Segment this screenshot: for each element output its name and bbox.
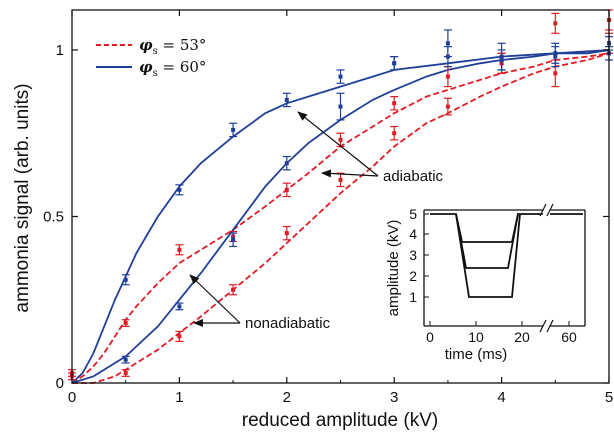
inset-y-axis-title: amplitude (kV): [385, 220, 402, 317]
data-point: [338, 74, 343, 79]
data-point: [445, 54, 450, 59]
adiabatic-label: adiabatic: [383, 168, 444, 185]
inset-xtick-label-10: 10: [468, 329, 484, 345]
inset-break-bottom-b: [546, 319, 554, 333]
legend-label-53: φs = 53°: [139, 36, 206, 57]
legend-sub-60: s: [153, 68, 158, 79]
data-point: [338, 177, 343, 182]
data-point: [445, 74, 450, 79]
inset-break-top-b: [546, 203, 554, 217]
data-point: [177, 247, 182, 252]
x-tick-label-2: 2: [283, 389, 291, 406]
legend-phi-60: φ: [139, 58, 153, 76]
inset-ytick-label-5: 5: [409, 206, 417, 222]
y-tick-label-0.5: 0.5: [43, 208, 64, 225]
x-axis-title: reduced amplitude (kV): [242, 410, 438, 431]
x-tick-label-4: 4: [497, 389, 505, 406]
x-tick-label-0: 0: [68, 389, 76, 406]
data-point: [445, 104, 450, 109]
series-line-3: [71, 49, 610, 384]
data-point: [338, 137, 343, 142]
data-point: [123, 357, 128, 362]
data-point: [338, 104, 343, 109]
annotation-adiabatic: adiabatic: [297, 111, 444, 185]
legend-eq-60: = 60°: [158, 58, 207, 76]
legend-sub-53: s: [153, 46, 158, 57]
y-axis-title: ammonia signal (arb. units): [12, 83, 33, 312]
data-point: [499, 57, 504, 62]
data-point: [284, 97, 289, 102]
data-point: [231, 237, 236, 242]
data-point: [123, 277, 128, 282]
data-point: [123, 371, 128, 376]
axes-layer: 0 1 2 3 4 5 0 0.5 1: [43, 9, 613, 406]
inset-pulse-low: [455, 213, 521, 298]
arrow-adiabatic-1: [297, 111, 379, 177]
inset-ytick-label-2: 2: [409, 268, 417, 284]
y-tick-label-0: 0: [56, 375, 64, 392]
data-point: [177, 187, 182, 192]
annotation-nonadiabatic: nonadiabatic: [189, 274, 331, 332]
data-point: [392, 101, 397, 106]
data-point: [231, 287, 236, 292]
data-point: [284, 161, 289, 166]
data-point: [392, 61, 397, 66]
inset-x-axis-title: time (ms): [445, 346, 508, 363]
inset-background: [361, 200, 587, 357]
nonadiabatic-label: nonadiabatic: [245, 315, 331, 332]
data-point: [177, 304, 182, 309]
inset-xtick-label-20: 20: [514, 329, 530, 345]
data-point: [553, 21, 558, 26]
inset-ytick-label-3: 3: [409, 247, 417, 263]
data-point: [553, 71, 558, 76]
x-tick-label-5: 5: [605, 389, 613, 406]
data-point: [231, 127, 236, 132]
inset-break-bottom-a: [539, 319, 547, 333]
arrow-nonadiabatic-1: [189, 274, 241, 324]
arrow-adiabatic-2: [321, 169, 379, 178]
inset-ytick-label-4: 4: [409, 226, 417, 242]
y-tick-label-1: 1: [56, 42, 64, 59]
inset: 1 2 3 4 5 0 10 20 60 time (ms) amplitude…: [361, 200, 587, 363]
series-line-1: [72, 52, 610, 384]
x-tick-label-1: 1: [175, 389, 183, 406]
data-point: [445, 41, 450, 46]
data-point: [553, 54, 558, 59]
legend-eq-53: = 53°: [158, 36, 207, 54]
data-point: [177, 334, 182, 339]
x-tick-label-3: 3: [390, 389, 398, 406]
data-point: [392, 131, 397, 136]
inset-pulse-high: [430, 213, 543, 243]
data-point: [123, 321, 128, 326]
data-point: [284, 231, 289, 236]
data-point: [284, 187, 289, 192]
legend-label-60: φs = 60°: [139, 58, 206, 79]
legend: φs = 53° φs = 60°: [96, 36, 206, 79]
inset-ytick-label-1: 1: [409, 289, 417, 305]
inset-xtick-label-0: 0: [426, 329, 434, 345]
inset-xtick-label-60: 60: [561, 329, 577, 345]
legend-phi-53: φ: [139, 36, 153, 54]
